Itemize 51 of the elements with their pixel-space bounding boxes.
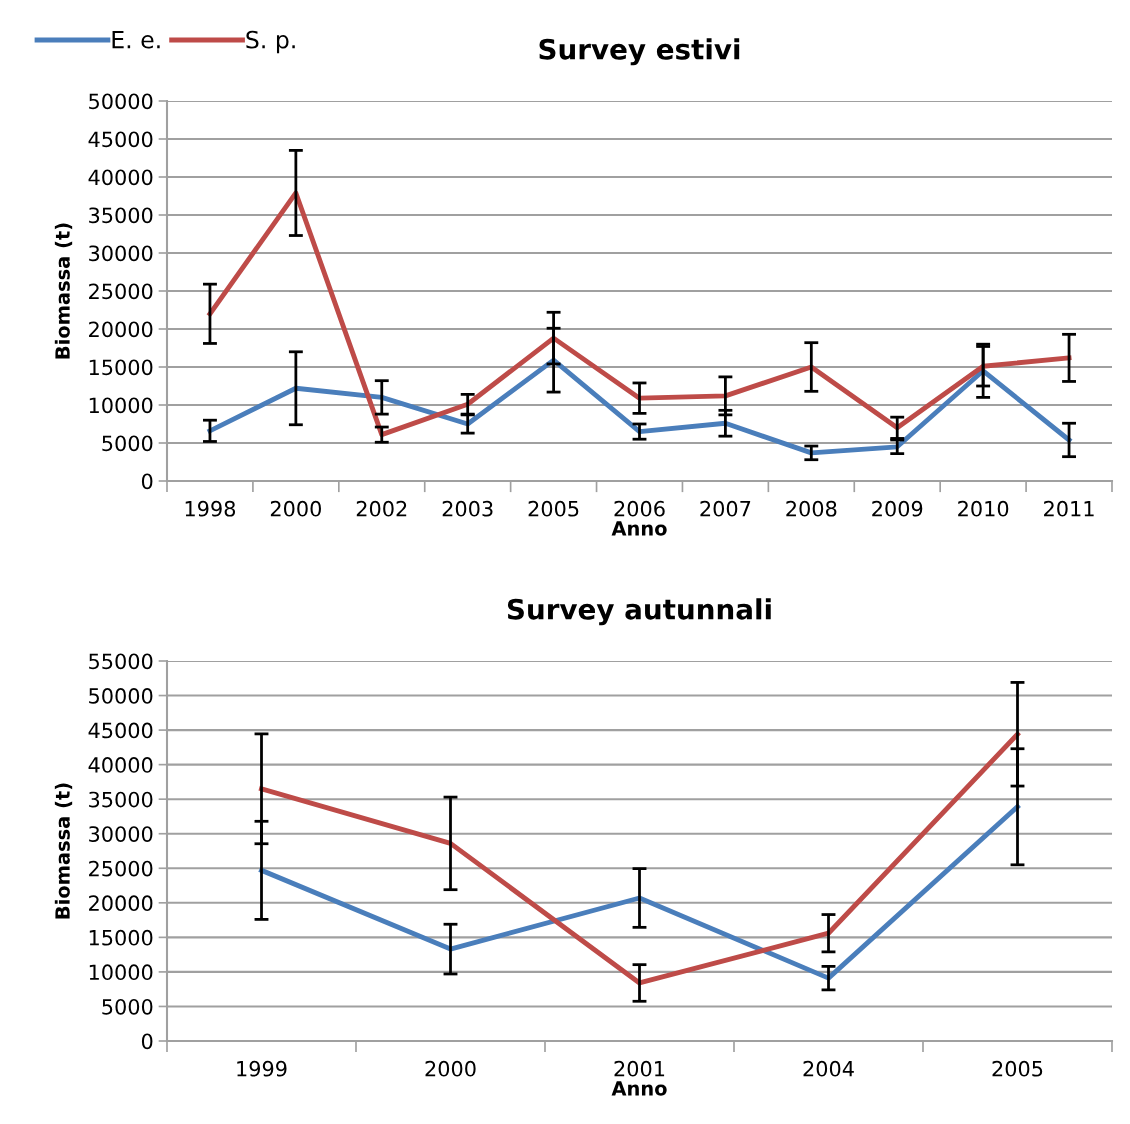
y-tick-label: 20000 — [89, 895, 153, 912]
x-axis-title: Anno — [611, 521, 667, 536]
y-tick-label: 50000 — [89, 688, 153, 704]
y-tick-label: 15000 — [89, 929, 153, 946]
y-tick-label: 25000 — [89, 283, 153, 300]
y-tick-label: 0 — [141, 473, 153, 490]
x-tick-label: 1999 — [237, 1060, 287, 1077]
x-tick-label: 2003 — [442, 500, 493, 517]
y-tick-label: 45000 — [88, 131, 153, 148]
y-tick-label: 0 — [141, 1033, 153, 1050]
line-series — [207, 357, 1072, 456]
y-tick-label: 20000 — [89, 321, 153, 338]
x-tick-label: 2004 — [803, 1060, 854, 1077]
y-tick-label: 10000 — [89, 964, 153, 981]
y-tick-label: 30000 — [89, 826, 153, 842]
y-tick-label: 50000 — [89, 93, 153, 110]
x-tick-label: 1998 — [185, 500, 236, 517]
x-tick-label: 2010 — [958, 500, 1009, 517]
legend-label: E. e. — [112, 31, 160, 49]
y-tick-label: 10000 — [89, 397, 153, 414]
line-series — [259, 804, 1020, 981]
x-tick-label: 2002 — [356, 500, 407, 517]
y-tick-label: 25000 — [89, 860, 153, 877]
line-series — [259, 731, 1020, 986]
y-tick-label: 15000 — [89, 359, 153, 376]
x-tick-label: 2011 — [1044, 500, 1094, 517]
chart-title: Survey estivi — [539, 38, 740, 66]
y-tick-label: 45000 — [88, 722, 153, 739]
legend-label: S. p. — [246, 30, 295, 54]
chart-title: Survey autunnali — [507, 598, 771, 626]
x-tick-label: 2008 — [786, 500, 837, 517]
y-tick-label: 40000 — [88, 757, 153, 773]
y-axis-title: Biomassa (t) — [54, 783, 73, 919]
x-tick-label: 2006 — [614, 500, 665, 517]
x-tick-label: 2000 — [270, 500, 321, 517]
y-tick-label: 40000 — [88, 169, 153, 186]
x-tick-label: 2000 — [425, 1060, 476, 1077]
y-tick-label: 35000 — [89, 791, 153, 808]
x-tick-label: 2005 — [528, 500, 579, 517]
line-series — [207, 190, 1072, 438]
x-tick-label: 2001 — [614, 1060, 665, 1077]
x-axis-title: Anno — [611, 1081, 667, 1096]
y-tick-label: 5000 — [102, 998, 153, 1015]
y-tick-label: 30000 — [89, 245, 153, 262]
y-tick-label: 5000 — [102, 435, 153, 452]
y-tick-label: 35000 — [89, 207, 153, 224]
y-axis-title: Biomassa (t) — [54, 223, 73, 359]
y-tick-label: 55000 — [89, 653, 153, 670]
x-tick-label: 2007 — [700, 500, 751, 517]
x-tick-label: 2005 — [992, 1060, 1043, 1077]
x-tick-label: 2009 — [872, 500, 923, 517]
